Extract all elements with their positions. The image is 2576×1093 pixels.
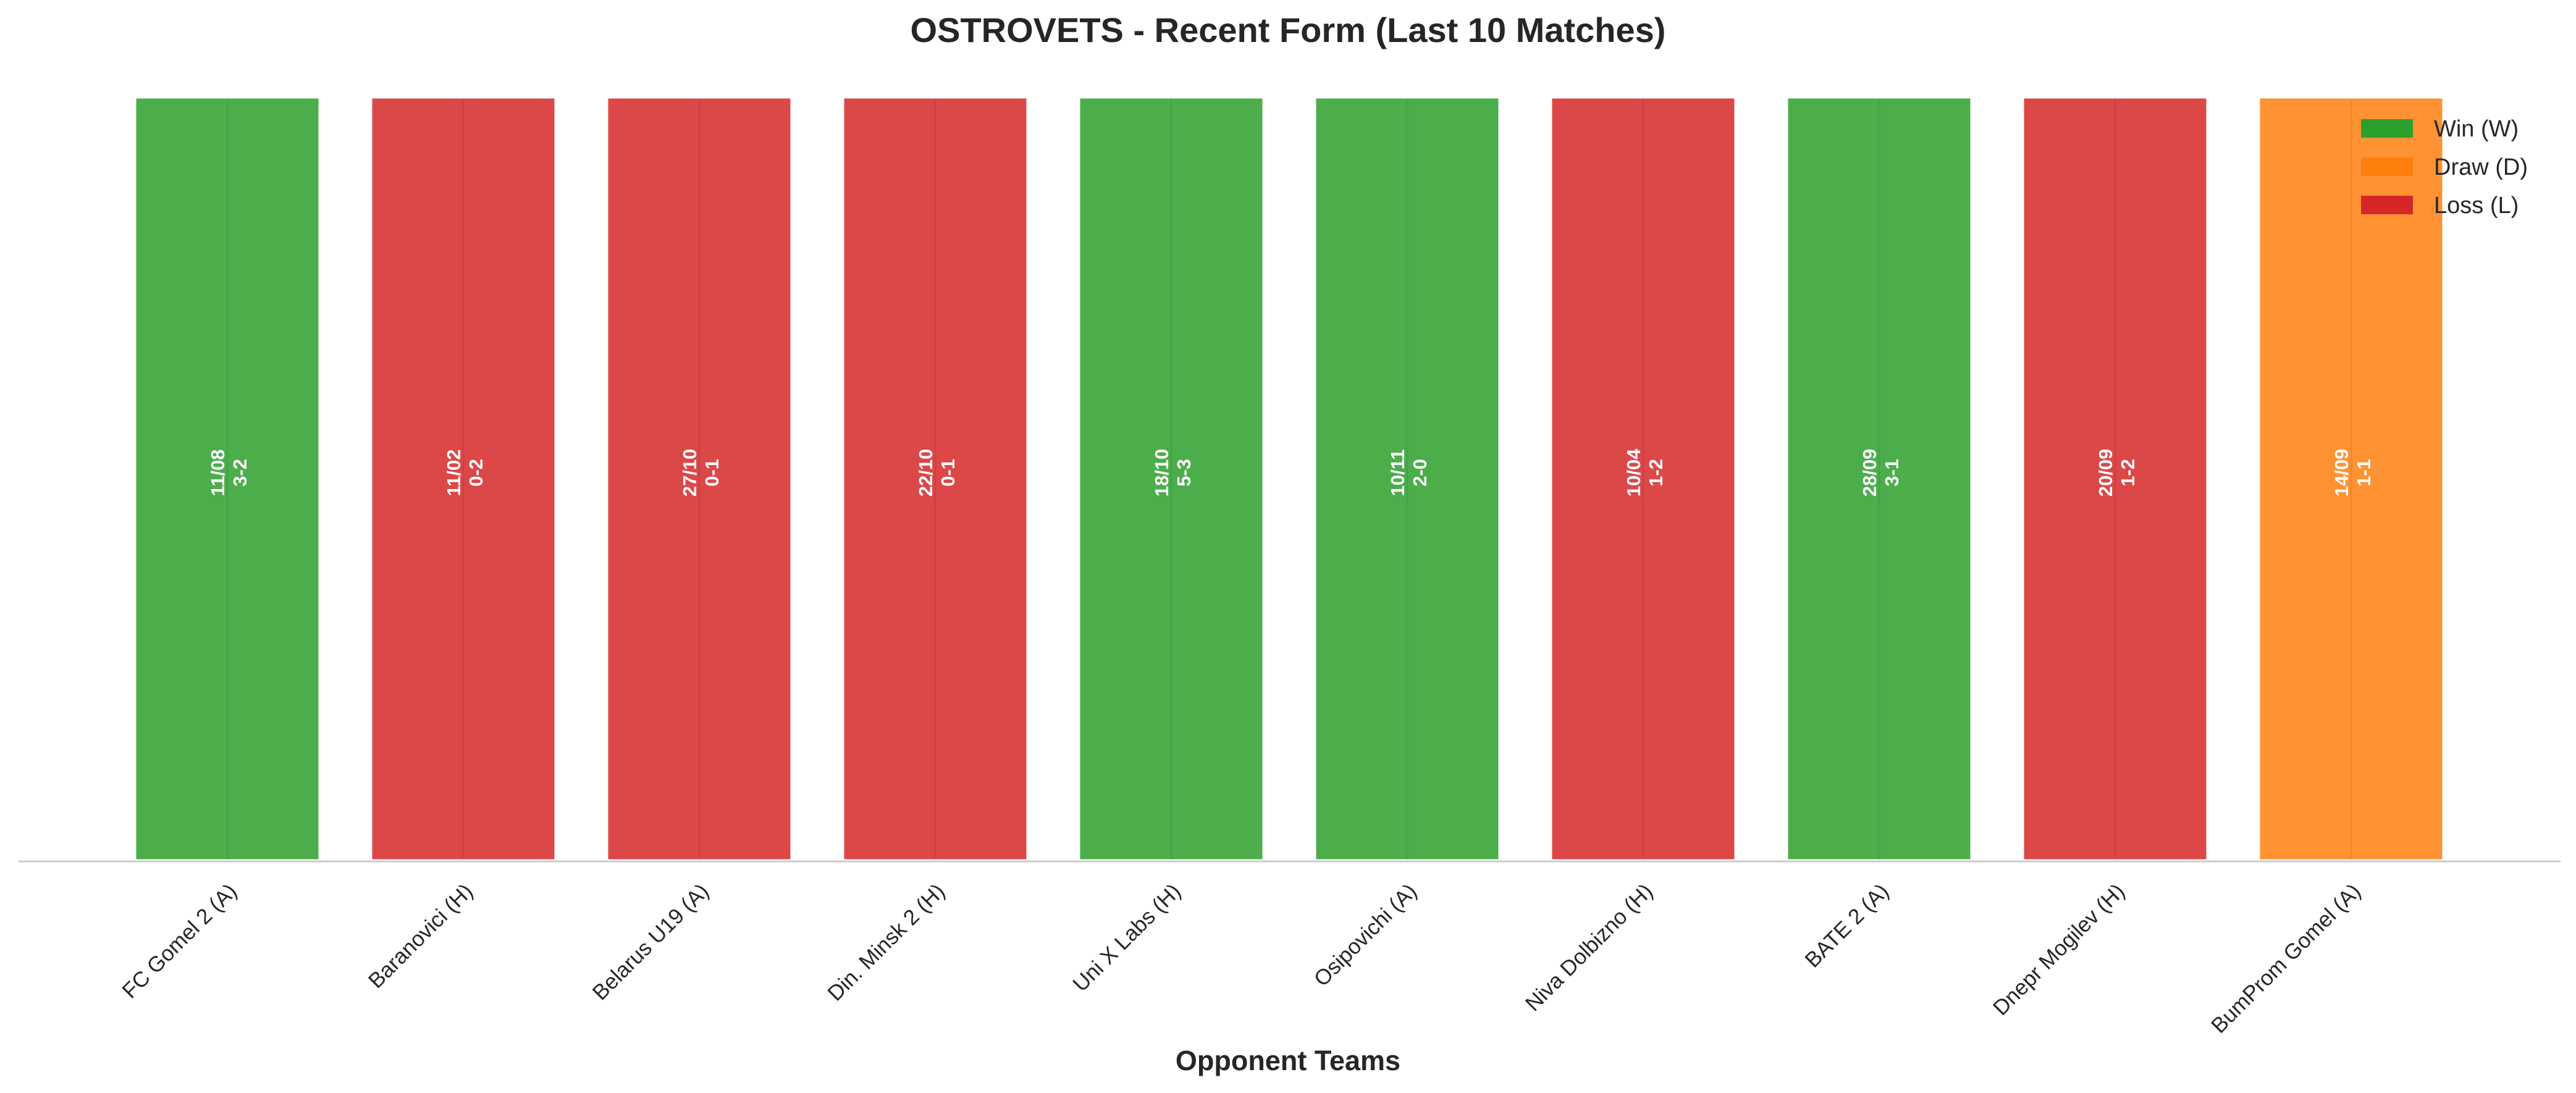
bar-date: 14/09 bbox=[2331, 449, 2352, 497]
legend-swatch-l bbox=[2361, 196, 2413, 214]
bar-label-7: 10/041-2 bbox=[1623, 448, 1667, 496]
bar-2 bbox=[370, 96, 557, 861]
bar-date: 27/10 bbox=[679, 449, 701, 497]
bar-date: 11/08 bbox=[207, 450, 229, 496]
x-tick-label-7: Niva Dolbizno (H) bbox=[1521, 879, 1658, 1016]
bar-label-3: 27/100-1 bbox=[679, 449, 723, 497]
bar-6 bbox=[1314, 96, 1501, 861]
bar-score: 2-0 bbox=[1409, 459, 1431, 487]
legend-label-d: Draw (D) bbox=[2434, 154, 2528, 180]
x-tick-label-2: Baranovici (H) bbox=[364, 879, 478, 993]
bar-score: 0-1 bbox=[701, 459, 723, 487]
chart-title: OSTROVETS - Recent Form (Last 10 Matches… bbox=[911, 10, 1666, 49]
x-tick-labels: FC Gomel 2 (A) Baranovici (H) Belarus U19 … bbox=[117, 879, 2365, 1038]
bar-date: 20/09 bbox=[2095, 449, 2116, 497]
x-tick-label-3: Belarus U19 (A) bbox=[588, 879, 714, 1005]
legend-swatch-d bbox=[2361, 157, 2413, 176]
bar-10 bbox=[2258, 96, 2444, 861]
x-tick-label-6: Osipovichi (A) bbox=[1310, 879, 1422, 992]
bar-8 bbox=[1786, 96, 1972, 861]
legend-label-w: Win (W) bbox=[2434, 116, 2519, 142]
bar-score: 1-2 bbox=[1645, 459, 1667, 487]
bar-labels-group: 11/083-2 11/020-2 27/100-1 22/100-1 18/105-3… bbox=[207, 448, 2375, 496]
bar-label-4: 22/100-1 bbox=[915, 449, 959, 497]
bar-score: 0-1 bbox=[937, 459, 959, 487]
x-tick-label-10: BumProm Gomel (A) bbox=[2207, 879, 2365, 1038]
bar-label-5: 18/105-3 bbox=[1151, 449, 1195, 497]
bar-date: 22/10 bbox=[915, 449, 937, 497]
bar-score: 3-2 bbox=[229, 459, 251, 487]
bar-score: 5-3 bbox=[1173, 459, 1195, 487]
x-tick-label-9: Dnepr Mogilev (H) bbox=[1989, 879, 2129, 1020]
bar-7 bbox=[1550, 96, 1736, 861]
x-axis-label: Opponent Teams bbox=[1176, 1045, 1400, 1076]
bar-score: 0-2 bbox=[465, 459, 487, 487]
bar-date: 28/09 bbox=[1859, 449, 1880, 497]
bar-date: 10/04 bbox=[1623, 448, 1644, 496]
bar-score: 1-1 bbox=[2353, 459, 2375, 487]
bar-5 bbox=[1078, 96, 1265, 861]
bar-label-10: 14/091-1 bbox=[2331, 449, 2375, 497]
bar-date: 11/02 bbox=[443, 450, 465, 496]
bar-label-9: 20/091-2 bbox=[2095, 449, 2139, 497]
x-tick-label-4: Din. Minsk 2 (H) bbox=[823, 879, 949, 1006]
legend-label-l: Loss (L) bbox=[2434, 193, 2519, 219]
x-tick-label-1: FC Gomel 2 (A) bbox=[117, 879, 242, 1003]
bar-label-8: 28/093-1 bbox=[1859, 449, 1903, 497]
legend: Win (W) Draw (D) Loss (L) bbox=[2361, 116, 2528, 219]
legend-swatch-w bbox=[2361, 119, 2413, 138]
bars-group bbox=[134, 96, 2444, 861]
bar-label-1: 11/083-2 bbox=[207, 450, 251, 496]
x-tick-label-5: Uni X Labs (H) bbox=[1068, 879, 1185, 997]
x-tick-label-8: BATE 2 (A) bbox=[1800, 879, 1893, 973]
bar-score: 3-1 bbox=[1881, 459, 1903, 487]
bar-date: 10/11 bbox=[1387, 450, 1408, 496]
bar-3 bbox=[606, 96, 793, 861]
bar-date: 18/10 bbox=[1151, 449, 1172, 497]
bar-9 bbox=[2022, 96, 2208, 861]
bar-score: 1-2 bbox=[2117, 459, 2139, 487]
bar-1 bbox=[134, 96, 321, 861]
bar-4 bbox=[842, 96, 1029, 861]
bar-label-2: 11/020-2 bbox=[443, 450, 487, 496]
bar-label-6: 10/112-0 bbox=[1387, 450, 1431, 496]
